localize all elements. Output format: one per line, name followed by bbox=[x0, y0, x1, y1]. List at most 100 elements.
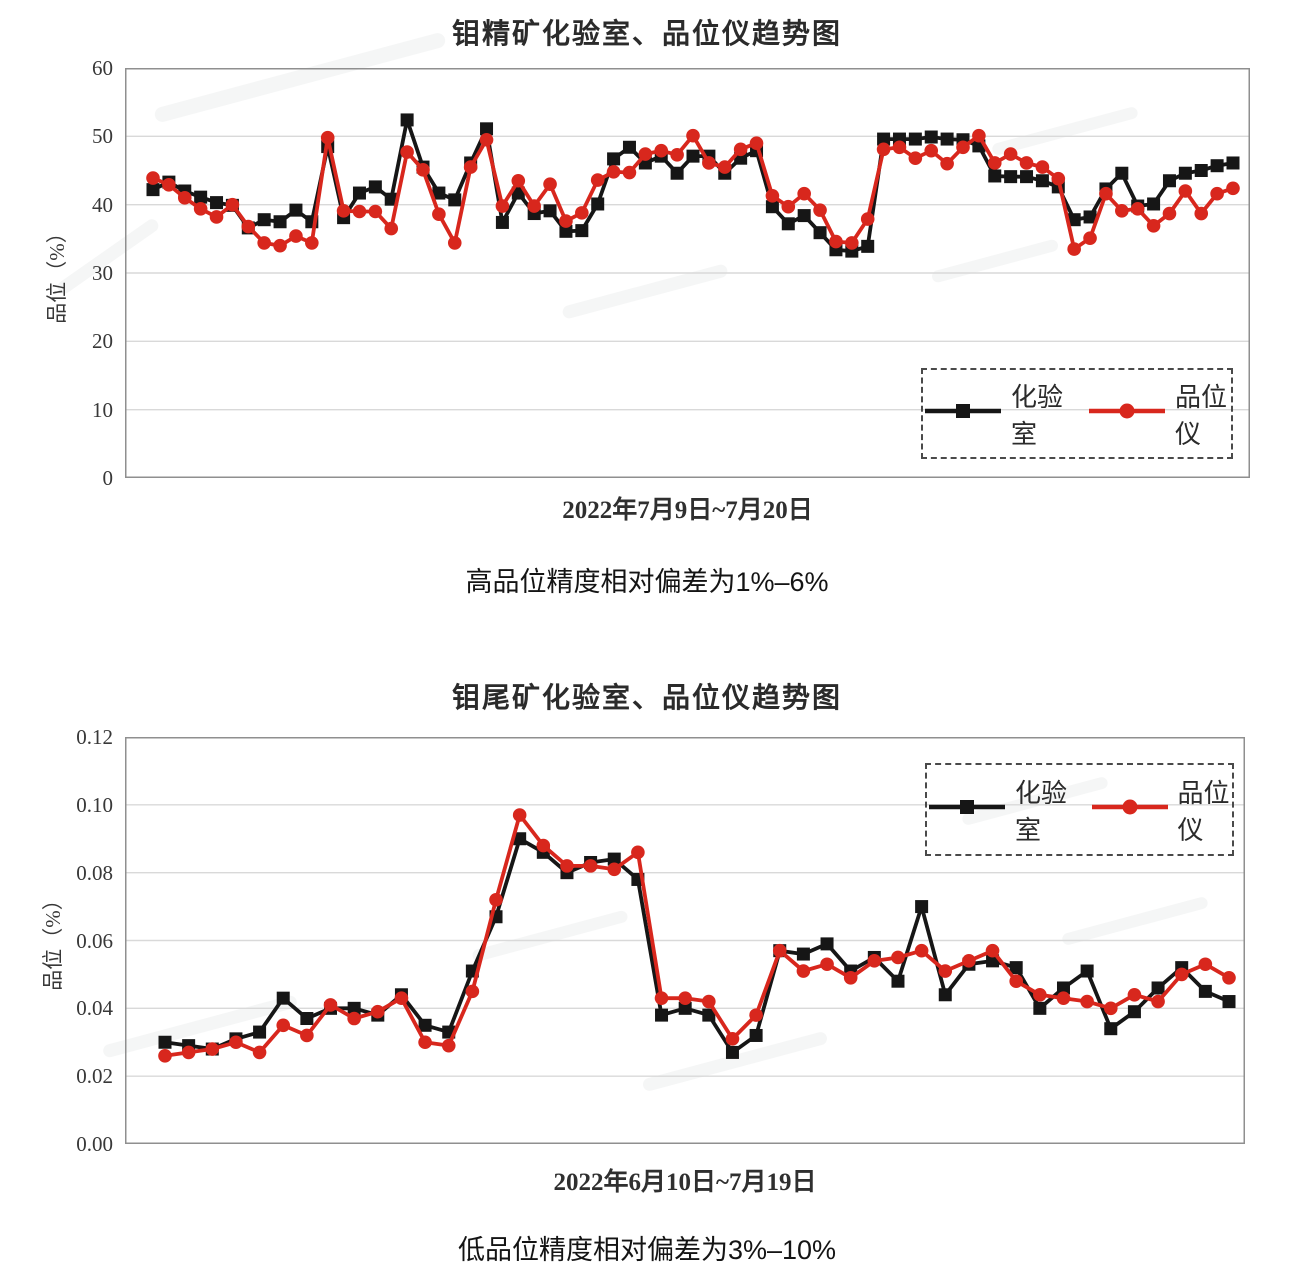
lab-marker bbox=[559, 224, 573, 238]
analyzer-marker bbox=[987, 156, 1002, 170]
lab-marker bbox=[448, 193, 462, 207]
lab-marker bbox=[352, 186, 366, 200]
analyzer-marker bbox=[575, 206, 589, 220]
legend-item-lab: 化验室 bbox=[927, 773, 1070, 847]
analyzer-marker bbox=[860, 212, 875, 226]
analyzer-marker bbox=[829, 234, 843, 249]
y-tick-label: 50 bbox=[92, 124, 113, 149]
lab-marker bbox=[368, 180, 382, 194]
y-tick-label: 0.00 bbox=[76, 1132, 113, 1156]
lab-marker bbox=[686, 149, 700, 163]
lab-legend-sample bbox=[929, 799, 1005, 814]
analyzer-marker bbox=[678, 991, 692, 1005]
analyzer-marker bbox=[813, 203, 827, 217]
analyzer-marker bbox=[252, 1045, 267, 1060]
concentrate-legend: 化验室 品位仪 bbox=[921, 368, 1233, 459]
legend-sample-circle bbox=[1119, 403, 1135, 418]
analyzer-marker bbox=[797, 186, 811, 201]
lab-marker bbox=[273, 215, 287, 229]
lab-marker bbox=[678, 1001, 692, 1015]
tailings-chart-title: 钼尾矿化验室、品位仪趋势图 bbox=[451, 683, 842, 714]
analyzer-marker bbox=[1226, 181, 1240, 196]
lab-marker bbox=[988, 169, 1002, 183]
analyzer-marker bbox=[1162, 206, 1177, 221]
legend-item-analyzer: 品位仪 bbox=[1087, 377, 1231, 451]
analyzer-marker bbox=[495, 199, 510, 213]
analyzer-marker bbox=[371, 1004, 385, 1019]
concentrate-x-axis-label: 2022年7月9日~7月20日 bbox=[562, 497, 813, 524]
analyzer-marker bbox=[924, 143, 939, 158]
analyzer-marker bbox=[670, 147, 684, 162]
tailings-x-axis-label: 2022年6月10日~7月19日 bbox=[553, 1169, 817, 1196]
lab-marker bbox=[1151, 981, 1165, 995]
analyzer-marker bbox=[225, 197, 240, 212]
analyzer-marker bbox=[1151, 994, 1165, 1009]
lab-marker bbox=[797, 209, 811, 223]
analyzer-marker bbox=[276, 1018, 291, 1033]
analyzer-legend-sample bbox=[1091, 799, 1168, 814]
lab-marker bbox=[781, 217, 795, 231]
analyzer-marker bbox=[158, 1049, 172, 1063]
analyzer-marker bbox=[209, 210, 224, 224]
y-tick-label: 30 bbox=[92, 261, 113, 285]
lab-marker bbox=[725, 1045, 739, 1059]
lab-marker bbox=[495, 215, 509, 229]
analyzer-marker bbox=[631, 845, 645, 860]
lab-marker bbox=[543, 204, 557, 218]
tailings-legend: 化验室 品位仪 bbox=[925, 763, 1234, 856]
analyzer-marker bbox=[447, 236, 462, 250]
analyzer-marker bbox=[1210, 186, 1224, 201]
lab-marker bbox=[158, 1035, 172, 1049]
lab-marker bbox=[915, 900, 929, 914]
analyzer-marker bbox=[1146, 219, 1161, 233]
analyzer-marker bbox=[717, 160, 732, 174]
lab-marker bbox=[622, 140, 636, 154]
concentrate-chart-title: 钼精矿化验室、品位仪趋势图 bbox=[451, 19, 842, 50]
analyzer-marker bbox=[654, 991, 669, 1005]
analyzer-marker bbox=[749, 1008, 763, 1022]
tailings-caption: 低品位精度相对偏差为3%–10% bbox=[457, 1235, 837, 1265]
analyzer-marker bbox=[536, 838, 551, 853]
lab-marker bbox=[591, 197, 605, 211]
lab-marker bbox=[749, 1028, 763, 1042]
analyzer-marker bbox=[1051, 171, 1066, 186]
analyzer-marker bbox=[352, 204, 367, 219]
lab-marker bbox=[1178, 166, 1192, 180]
analyzer-series-legend-label: 品位仪 bbox=[1177, 778, 1230, 845]
analyzer-marker bbox=[1033, 987, 1047, 1002]
lab-marker bbox=[1226, 156, 1240, 170]
lab-marker bbox=[1080, 964, 1094, 978]
lab-series-line bbox=[163, 836, 1231, 1055]
analyzer-marker bbox=[320, 130, 335, 145]
lab-series-legend-marker bbox=[927, 795, 1007, 825]
y-tick-label: 40 bbox=[92, 192, 113, 217]
lab-marker bbox=[1198, 984, 1212, 998]
analyzer-marker bbox=[796, 964, 811, 978]
analyzer-marker bbox=[940, 156, 954, 171]
analyzer-marker bbox=[527, 199, 541, 213]
lab-marker bbox=[300, 1012, 314, 1026]
lab-marker bbox=[253, 1025, 267, 1039]
analyzer-marker bbox=[1178, 184, 1193, 198]
analyzer-marker bbox=[193, 201, 208, 216]
analyzer-marker bbox=[416, 163, 430, 177]
lab-marker bbox=[940, 132, 954, 146]
plot-border bbox=[125, 737, 1245, 1144]
analyzer-marker bbox=[323, 998, 338, 1012]
analyzer-marker bbox=[1083, 231, 1097, 245]
analyzer-marker bbox=[559, 214, 573, 228]
analyzer-marker bbox=[765, 188, 780, 203]
analyzer-marker bbox=[1130, 201, 1145, 216]
y-tick-label: 0.04 bbox=[76, 996, 113, 1021]
legend-item-analyzer: 品位仪 bbox=[1090, 773, 1233, 847]
analyzer-marker bbox=[289, 229, 303, 243]
lab-marker bbox=[418, 1018, 432, 1032]
lab-marker bbox=[1033, 1001, 1047, 1015]
analyzer-marker bbox=[781, 199, 796, 214]
lab-marker bbox=[891, 974, 905, 988]
lab-marker bbox=[1147, 197, 1161, 211]
y-tick-label: 0 bbox=[102, 466, 114, 490]
analyzer-marker bbox=[843, 971, 858, 985]
analyzer-marker bbox=[336, 204, 351, 218]
y-tick-label: 10 bbox=[92, 397, 113, 422]
